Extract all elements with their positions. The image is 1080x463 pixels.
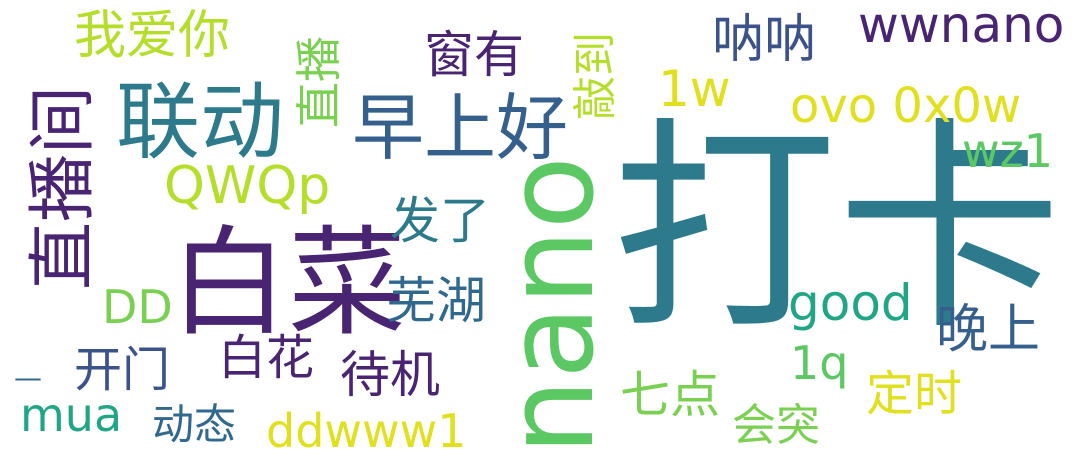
word-dongtai: 动态 (152, 400, 237, 449)
word-wwnano: wwnano (858, 0, 1065, 54)
word-dingshi: 定时 (866, 366, 963, 422)
word-good: good (788, 274, 913, 332)
word-ddwww1: ddwww1 (266, 404, 467, 458)
word-wuhu: 芜湖 (386, 272, 486, 330)
word-nana: 呐呐 (712, 10, 817, 70)
word-chuangyou: 窗有 (424, 26, 524, 84)
word-huitu: 会突 (732, 400, 820, 451)
word-liandong: 联动 (116, 73, 285, 171)
word-woaini: 我爱你 (74, 6, 231, 66)
word-zaoshanghao: 早上好 (352, 86, 569, 170)
word-mua: mua (20, 388, 123, 442)
word-dash: — (14, 361, 42, 394)
word-qiaodao: 敲到 (570, 32, 621, 120)
word-qidian: 七点 (620, 366, 720, 424)
word-dd: DD (102, 280, 173, 334)
word-baicai: 白菜 (170, 214, 407, 352)
word-wanshang: 晚上 (936, 300, 1041, 360)
word-nano: nano (482, 155, 621, 455)
word-ovo: ovo 0x0w (790, 78, 1022, 134)
word-zhibo: 直播 (292, 36, 346, 128)
word-fale: 发了 (390, 192, 490, 250)
word-zhibojian: 直播间 (24, 85, 103, 290)
word-1q: 1q (790, 336, 849, 390)
word-1w: 1w (658, 60, 731, 118)
word-kaimen: 开门 (74, 342, 171, 398)
word-wz1: wz1 (962, 124, 1054, 178)
word-baihua: 白花 (218, 330, 315, 386)
word-daka: 打卡 (612, 99, 1062, 361)
word-qwqp: QWQp (164, 156, 331, 216)
word-daiji: 待机 (340, 346, 440, 404)
